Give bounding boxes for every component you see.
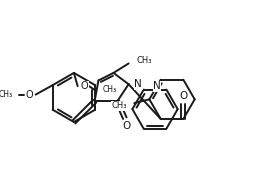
Text: CH₃: CH₃	[111, 101, 127, 110]
Text: O: O	[25, 90, 33, 100]
Text: O: O	[81, 81, 88, 91]
Text: O: O	[123, 121, 131, 131]
Text: CH₃: CH₃	[136, 56, 152, 65]
Text: CH₃: CH₃	[0, 90, 13, 99]
Text: N: N	[134, 79, 142, 89]
Text: CH₃: CH₃	[102, 85, 116, 94]
Text: N: N	[153, 81, 161, 91]
Text: O: O	[179, 91, 188, 101]
